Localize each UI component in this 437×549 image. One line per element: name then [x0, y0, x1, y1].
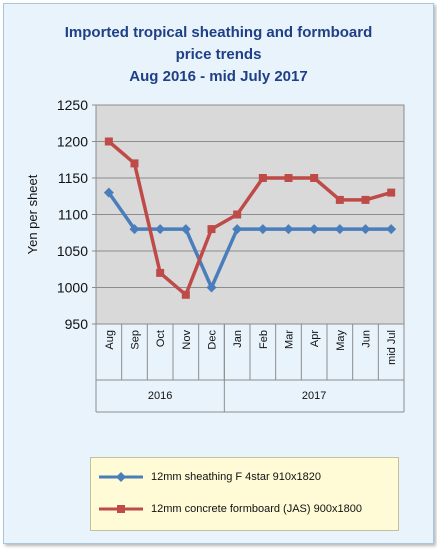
data-point-series-1 — [155, 224, 166, 235]
y-tick-label: 1100 — [58, 207, 88, 223]
data-point-series-1 — [386, 224, 397, 235]
x-tick-label: Apr — [309, 330, 321, 347]
data-point-series-2 — [361, 195, 370, 204]
data-point-series-2 — [181, 290, 190, 299]
x-tick-label: mid Jul — [386, 330, 398, 365]
data-point-series-2 — [104, 137, 113, 146]
legend-item-formboard: 12mm concrete formboard (JAS) 900x1800 — [97, 501, 362, 517]
data-point-series-2 — [335, 195, 344, 204]
legend-swatch-formboard — [99, 505, 143, 513]
data-point-series-2 — [233, 210, 242, 219]
x-tick-label: Mar — [284, 330, 296, 349]
y-tick-label: 950 — [65, 316, 89, 332]
y-tick-label: 1150 — [58, 170, 88, 186]
data-point-series-2 — [156, 268, 165, 277]
x-tick-label: Sep — [130, 330, 142, 350]
legend-swatch-sheathing — [99, 472, 143, 482]
data-point-series-1 — [206, 282, 217, 293]
data-point-series-2 — [310, 174, 319, 182]
x-tick-label: Aug — [104, 330, 116, 350]
chart-title-line-1: Imported tropical sheathing and formboar… — [64, 24, 373, 41]
data-point-series-2 — [284, 174, 293, 182]
x-tick-label: May — [335, 330, 347, 351]
data-point-series-2 — [258, 174, 267, 182]
legend-label-sheathing: 12mm sheathing F 4star 910x1820 — [151, 471, 321, 483]
y-tick-label: 1200 — [57, 134, 88, 150]
data-point-series-1 — [283, 224, 294, 235]
data-point-series-1 — [232, 224, 243, 235]
x-tick-label: Jun — [361, 330, 373, 348]
x-group-label: 2016 — [148, 390, 172, 402]
y-tick-label: 1250 — [57, 97, 88, 113]
data-point-series-2 — [130, 159, 139, 168]
data-point-series-1 — [334, 224, 345, 235]
x-tick-label: Oct — [155, 330, 167, 347]
legend-label-formboard: 12mm concrete formboard (JAS) 900x1800 — [151, 503, 362, 515]
y-tick-label: 1050 — [57, 243, 88, 259]
y-axis-label: Yen per sheet — [25, 174, 40, 254]
series-line-2 — [107, 140, 392, 297]
x-tick-label: Dec — [207, 330, 219, 350]
y-tick-label: 1000 — [57, 280, 88, 296]
chart-title-line-3: Aug 2016 - mid July 2017 — [129, 68, 308, 85]
data-point-series-1 — [129, 224, 140, 235]
legend-item-sheathing: 12mm sheathing F 4star 910x1820 — [97, 469, 321, 485]
data-point-series-1 — [103, 187, 114, 198]
data-point-series-2 — [207, 225, 216, 234]
legend: 12mm sheathing F 4star 910x1820 12mm con… — [90, 457, 399, 531]
data-point-series-1 — [309, 224, 320, 235]
data-point-series-1 — [257, 224, 268, 235]
x-tick-label: Feb — [258, 330, 270, 349]
x-tick-label: Nov — [181, 330, 193, 350]
data-point-series-1 — [180, 224, 191, 235]
chart-title-line-2: price trends — [175, 46, 262, 63]
x-tick-label: Jan — [232, 330, 244, 348]
data-point-series-1 — [360, 224, 371, 235]
x-group-label: 2017 — [302, 390, 326, 402]
data-point-series-2 — [387, 188, 396, 197]
